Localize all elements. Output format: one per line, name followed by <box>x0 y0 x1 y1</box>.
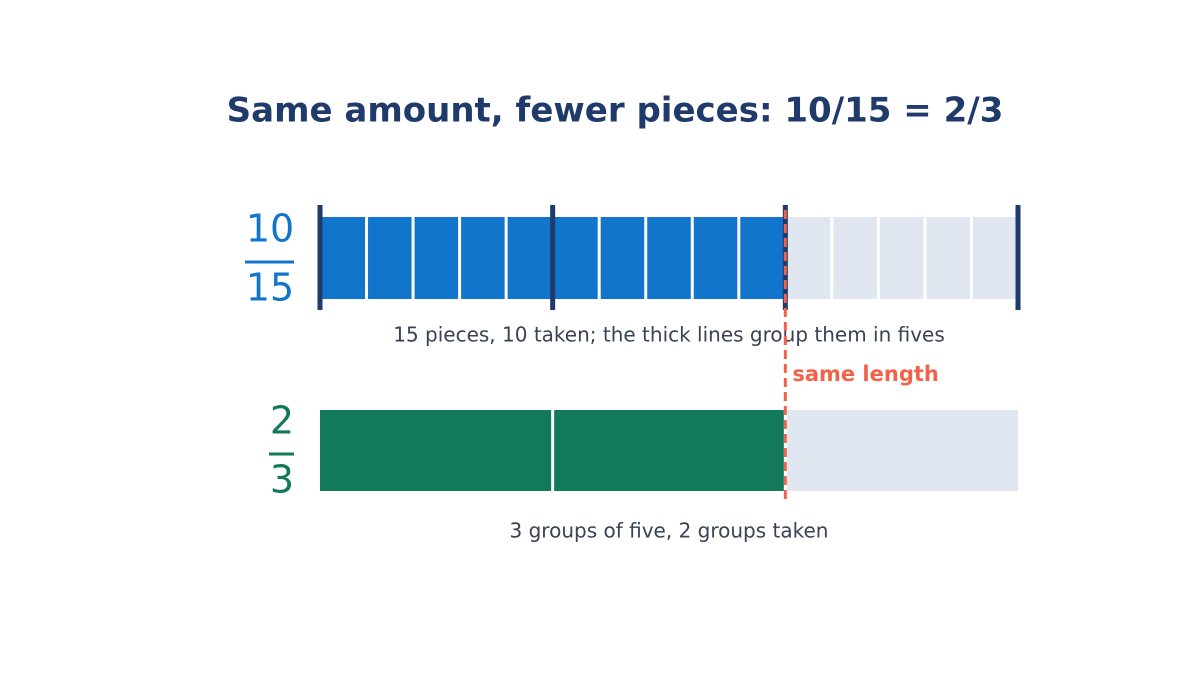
empty-piece <box>972 217 1018 299</box>
title: Same amount, fewer pieces: 10/15 = 2/3 <box>227 91 1004 131</box>
numerator: 10 <box>246 207 294 251</box>
annotation: same length <box>792 362 939 386</box>
caption: 3 groups of five, 2 groups taken <box>510 519 829 543</box>
taken-piece <box>507 217 552 299</box>
empty-piece <box>833 217 877 299</box>
empty-piece <box>926 217 970 299</box>
taken-piece <box>554 217 598 299</box>
taken-piece <box>414 217 459 299</box>
taken-piece <box>320 410 552 491</box>
taken-piece <box>461 217 505 299</box>
empty-piece <box>786 217 831 299</box>
denominator: 3 <box>270 458 294 502</box>
taken-piece <box>647 217 691 299</box>
taken-piece <box>554 410 784 491</box>
numerator: 2 <box>270 399 294 443</box>
empty-piece <box>786 410 1018 491</box>
taken-piece <box>693 217 738 299</box>
taken-piece <box>320 217 366 299</box>
taken-piece <box>600 217 645 299</box>
taken-piece <box>740 217 784 299</box>
caption: 15 pieces, 10 taken; the thick lines gro… <box>393 323 945 347</box>
empty-piece <box>879 217 924 299</box>
denominator: 15 <box>246 266 294 310</box>
taken-piece <box>368 217 412 299</box>
